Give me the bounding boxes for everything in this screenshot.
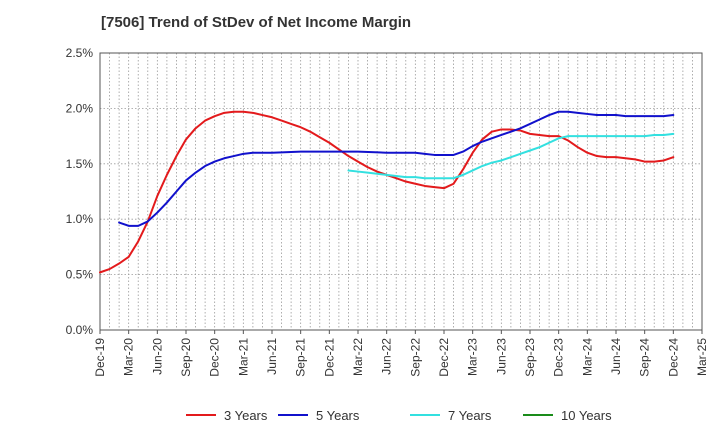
x-tick-label: Jun-24: [609, 338, 623, 375]
x-tick-label: Mar-21: [236, 338, 250, 376]
x-tick-label: Dec-23: [552, 338, 566, 377]
y-tick-label: 0.0%: [66, 323, 94, 337]
x-tick-label: Jun-20: [150, 338, 164, 375]
y-tick-label: 1.5%: [66, 157, 94, 171]
x-tick-label: Dec-19: [93, 338, 107, 377]
x-tick-label: Sep-22: [408, 338, 422, 377]
x-tick-label: Jun-22: [380, 338, 394, 375]
y-tick-label: 2.5%: [66, 46, 94, 60]
series-line-5-years: [118, 110, 675, 227]
x-tick-label: Jun-23: [494, 338, 508, 375]
x-tick-label: Dec-22: [437, 338, 451, 377]
y-tick-label: 1.0%: [66, 212, 94, 226]
x-tick-label: Sep-23: [523, 338, 537, 377]
x-tick-label: Mar-23: [466, 338, 480, 376]
x-tick-label: Dec-20: [208, 338, 222, 377]
x-tick-label: Sep-21: [294, 338, 308, 377]
legend-label: 5 Years: [316, 408, 360, 423]
legend-label: 3 Years: [224, 408, 268, 423]
x-tick-label: Sep-24: [638, 338, 652, 377]
y-tick-label: 0.5%: [66, 268, 94, 282]
legend-label: 10 Years: [561, 408, 612, 423]
plot-area-frame: [99, 52, 703, 331]
x-tick-label: Dec-24: [666, 338, 680, 377]
legend-label: 7 Years: [448, 408, 492, 423]
x-tick-label: Mar-25: [695, 338, 709, 376]
x-tick-label: Jun-21: [265, 338, 279, 375]
x-tick-label: Sep-20: [179, 338, 193, 377]
chart-title: [7506] Trend of StDev of Net Income Marg…: [101, 14, 412, 31]
x-tick-label: Mar-22: [351, 338, 365, 376]
x-tick-label: Dec-21: [322, 338, 336, 377]
y-tick-label: 2.0%: [66, 101, 94, 115]
series-line-7-years: [347, 132, 675, 180]
x-tick-label: Mar-20: [122, 338, 136, 376]
x-tick-label: Mar-24: [580, 338, 594, 376]
